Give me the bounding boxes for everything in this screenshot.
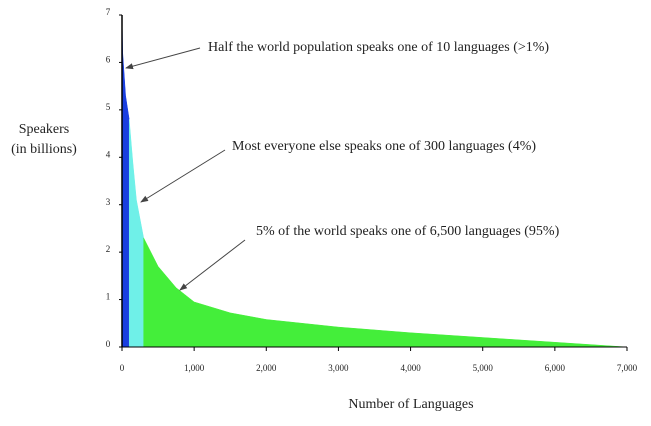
x-tick-label: 1,000: [184, 363, 205, 373]
area: [128, 119, 144, 348]
y-tick-label: 6: [106, 54, 111, 64]
y-tick-label: 5: [106, 102, 111, 112]
x-tick-label: 0: [120, 363, 125, 373]
annotation: Half the world population speaks one of …: [208, 40, 549, 55]
arrow: [179, 239, 246, 291]
x-tick-label: 6,000: [545, 363, 566, 373]
x-tick-label: 7,000: [617, 363, 638, 373]
area: [121, 14, 130, 348]
annotation: Most everyone else speaks one of 300 lan…: [232, 139, 536, 154]
x-axis-label: Number of Languages: [348, 397, 473, 412]
x-tick-label: 2,000: [256, 363, 277, 373]
arrow: [125, 47, 201, 70]
y-tick-label: 4: [106, 149, 111, 159]
y-tick-label: 0: [106, 339, 111, 349]
x-tick-label: 3,000: [328, 363, 349, 373]
y-axis-label: (in billions): [11, 142, 77, 157]
area: [143, 237, 628, 348]
y-tick-label: 1: [106, 292, 111, 302]
annotation: 5% of the world speaks one of 6,500 lang…: [256, 224, 560, 239]
x-tick-label: 4,000: [400, 363, 421, 373]
y-tick-label: 2: [106, 244, 111, 254]
y-axis-label: Speakers: [19, 122, 70, 137]
y-tick-label: 3: [106, 197, 111, 207]
arrow: [140, 149, 226, 203]
y-tick-label: 7: [106, 7, 111, 17]
x-tick-label: 5,000: [473, 363, 494, 373]
plot-area: [121, 14, 628, 348]
